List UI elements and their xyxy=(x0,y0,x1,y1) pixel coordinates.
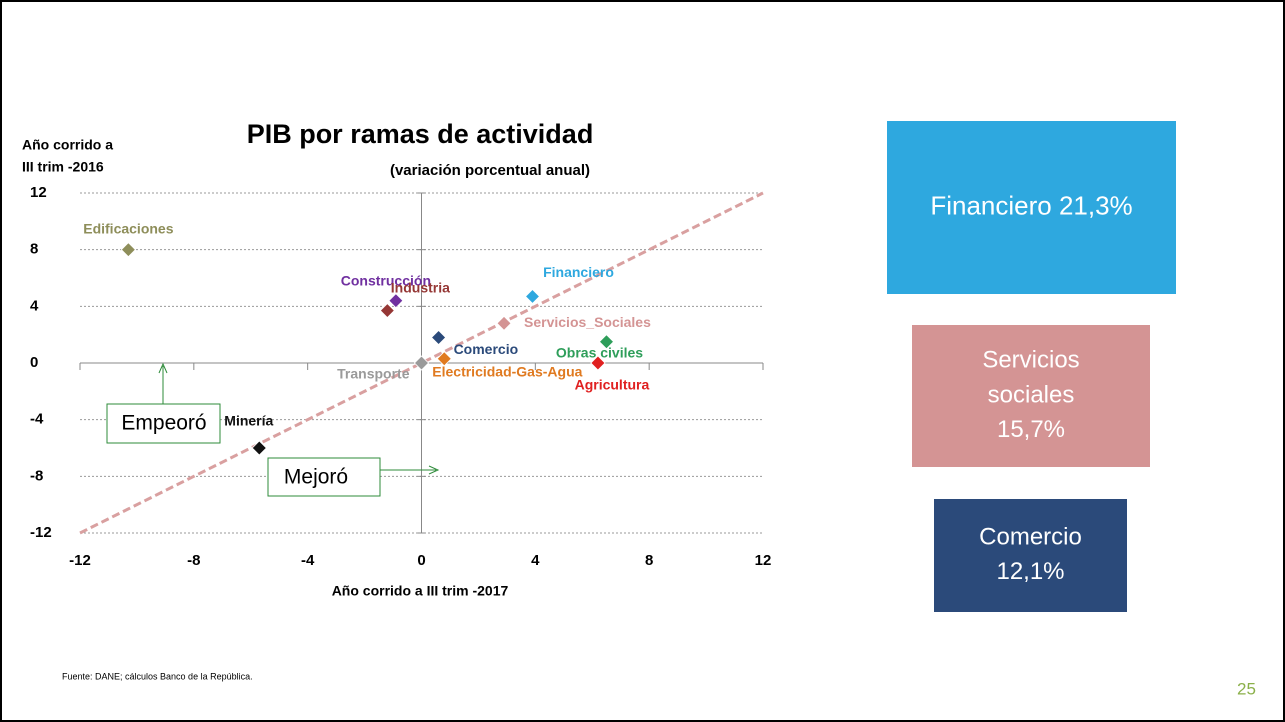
data-point xyxy=(598,334,615,350)
summary-text: Financiero 21,3% xyxy=(930,190,1132,220)
point-label: Transporte xyxy=(337,366,410,382)
y-tick-label: -4 xyxy=(30,411,44,428)
summary-box xyxy=(934,499,1127,612)
data-point xyxy=(388,293,404,309)
annotation-box xyxy=(106,403,221,444)
y-axis-label: Año corrido a xyxy=(22,137,113,153)
point-label: Financiero xyxy=(543,264,614,280)
summary-box xyxy=(912,325,1150,467)
point-label: Minería xyxy=(224,413,273,429)
x-tick-label: -12 xyxy=(69,552,91,569)
y-tick-label: 0 xyxy=(30,354,38,371)
arrow-head xyxy=(158,362,168,374)
data-point xyxy=(251,440,267,456)
annotation: Empeoró xyxy=(121,412,206,435)
data-point xyxy=(431,329,447,346)
data-point xyxy=(436,351,452,367)
source-note: Fuente: DANE; cálculos Banco de la Repúb… xyxy=(62,671,253,681)
y-tick-label: -8 xyxy=(30,467,43,484)
y-tick-label: -12 xyxy=(30,524,52,541)
data-point xyxy=(590,355,606,371)
point-label: Obras civiles xyxy=(556,344,643,360)
point-label: Construcción xyxy=(341,272,431,288)
point-label: Servicios_Sociales xyxy=(524,314,651,330)
x-tick-label: 12 xyxy=(755,552,772,569)
point-label: Electricidad-Gas-Agua xyxy=(432,363,582,379)
summary-box xyxy=(887,121,1176,294)
x-tick-label: -8 xyxy=(187,552,200,569)
data-point xyxy=(524,288,541,304)
data-point xyxy=(379,303,395,319)
data-point xyxy=(496,315,512,331)
summary-text: 15,7% xyxy=(997,416,1065,443)
chart-title: PIB por ramas de actividad xyxy=(247,119,594,149)
x-tick-label: 0 xyxy=(417,552,425,569)
chart-subtitle: (variación porcentual anual) xyxy=(390,162,590,179)
x-tick-label: 4 xyxy=(531,552,540,569)
point-label: Agricultura xyxy=(575,377,650,393)
data-point xyxy=(413,355,430,371)
x-tick-label: -4 xyxy=(301,552,315,569)
summary-text: sociales xyxy=(988,381,1075,408)
summary-text: Servicios xyxy=(982,347,1079,374)
point-label: Edificaciones xyxy=(83,220,173,236)
arrow-head xyxy=(428,465,440,475)
y-tick-label: 12 xyxy=(30,184,47,201)
y-tick-label: 4 xyxy=(30,297,39,314)
reference-line xyxy=(79,191,764,535)
data-point xyxy=(120,242,136,258)
annotation: Mejoró xyxy=(284,466,348,489)
x-tick-label: 8 xyxy=(645,552,653,569)
x-axis-label: Año corrido a III trim -2017 xyxy=(332,583,509,599)
annotation-box xyxy=(267,457,381,497)
y-tick-label: 8 xyxy=(30,241,38,258)
point-label: Comercio xyxy=(454,341,519,357)
point-label: Industria xyxy=(391,279,450,295)
page-number: 25 xyxy=(1237,679,1256,698)
y-axis-label: III trim -2016 xyxy=(22,159,104,175)
summary-text: Comercio xyxy=(979,523,1082,550)
summary-text: 12,1% xyxy=(996,558,1064,585)
